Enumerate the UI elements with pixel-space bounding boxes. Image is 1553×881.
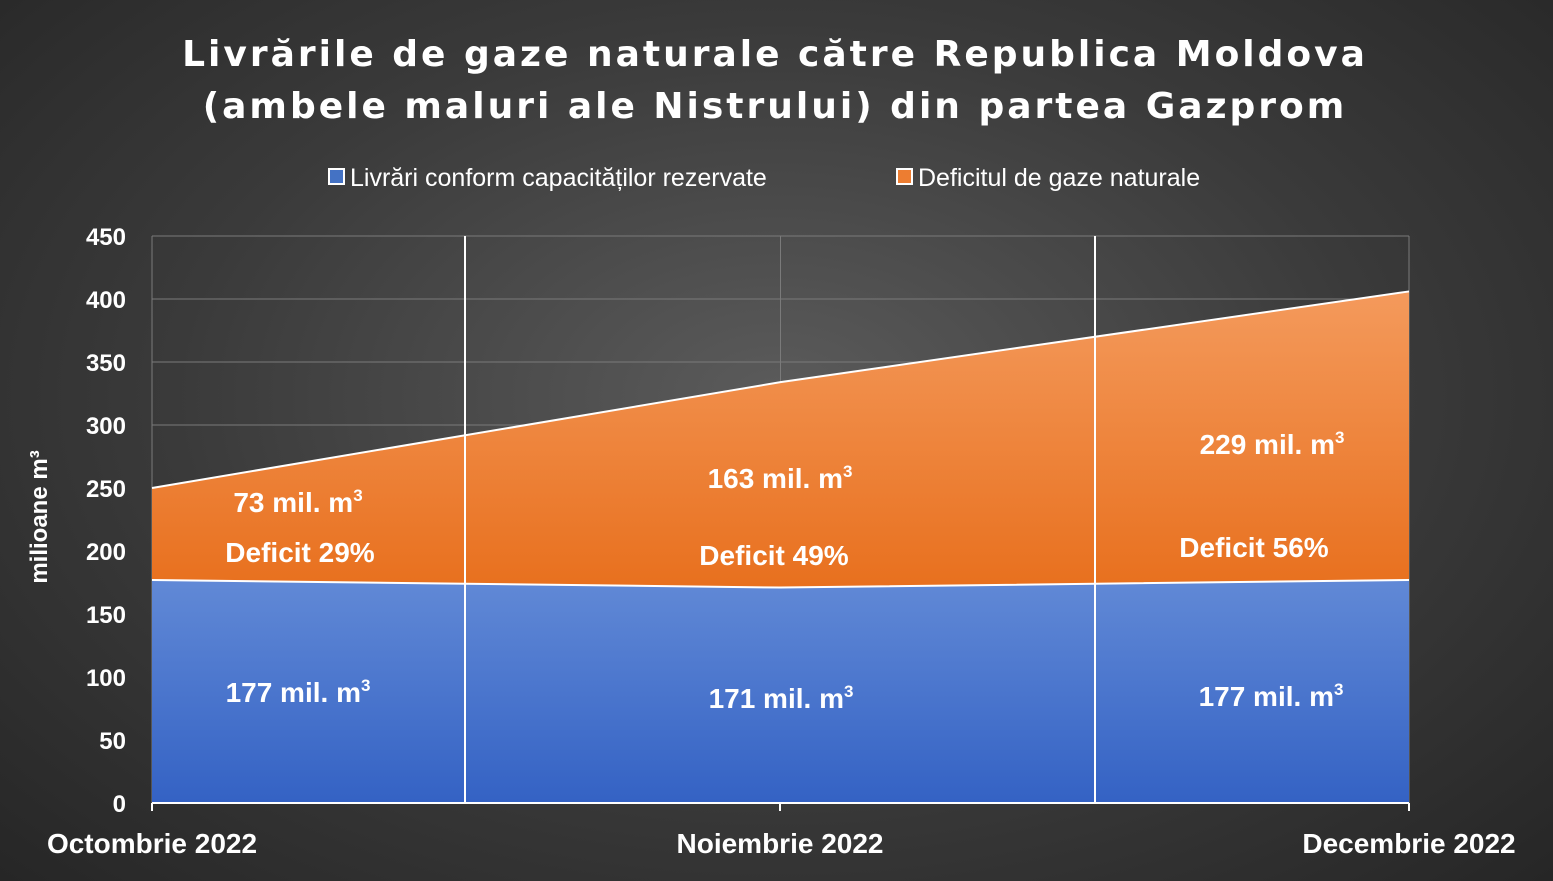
y-tick-label-150: 150 [86,602,126,629]
y-tick-label-200: 200 [86,539,126,566]
y-tick-label-0: 0 [113,791,126,818]
chart-title-line-2: (ambele maluri ale Nistrului) din partea… [203,86,1348,127]
chart-title-line-1: Livrările de gaze naturale către Republi… [182,34,1368,75]
label-deficit-oct: 73 mil. m3 [233,486,362,518]
label-livrari-noi: 171 mil. m3 [709,682,854,714]
legend-swatch-orange [896,168,913,185]
label-deficit-pct-oct: Deficit 29% [225,537,374,568]
x-label-octombrie: Octombrie 2022 [47,828,257,859]
y-tick-label-250: 250 [86,476,126,503]
area-livrari-top-line [151,578,1410,589]
label-deficit-pct-noi: Deficit 49% [699,540,848,571]
y-tick-label-50: 50 [99,728,126,755]
legend-swatch-blue [328,168,345,185]
y-axis-label: milioane m³ [26,450,53,583]
y-tick-label-100: 100 [86,665,126,692]
label-livrari-dec: 177 mil. m3 [1199,680,1344,712]
legend-label-livrari: Livrări conform capacităților rezervate [350,164,767,192]
label-deficit-pct-dec: Deficit 56% [1179,532,1328,563]
y-tick-label-350: 350 [86,350,126,377]
label-livrari-oct: 177 mil. m3 [226,676,371,708]
y-tick-label-450: 450 [86,224,126,251]
y-tick-label-300: 300 [86,413,126,440]
x-label-decembrie: Decembrie 2022 [1302,828,1515,859]
x-label-noiembrie: Noiembrie 2022 [677,828,884,859]
area-deficit-top-line [151,290,1410,489]
y-axis-ticks: 0 50 100 150 200 250 300 350 400 450 [86,224,126,818]
label-deficit-dec: 229 mil. m3 [1200,428,1345,460]
label-deficit-noi: 163 mil. m3 [708,462,853,494]
legend-label-deficit: Deficitul de gaze naturale [918,164,1200,192]
y-tick-label-400: 400 [86,287,126,314]
legend: Livrări conform capacităților rezervate … [328,164,1200,192]
